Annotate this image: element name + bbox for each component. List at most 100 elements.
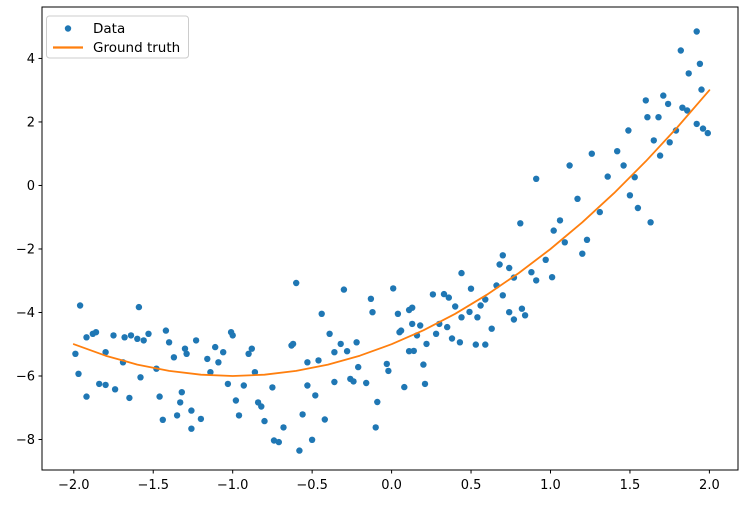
data-point (326, 330, 333, 337)
data-point (75, 370, 82, 377)
data-point (528, 269, 535, 276)
y-tick-label: 4 (27, 52, 35, 67)
data-point (626, 192, 634, 199)
data-point (137, 374, 144, 381)
y-tick-label: −8 (16, 433, 35, 448)
data-point (207, 369, 214, 376)
data-point (350, 378, 357, 385)
data-point (232, 397, 240, 404)
data-point (165, 339, 173, 346)
data-point (145, 330, 152, 337)
data-point (188, 425, 195, 432)
data-point (518, 305, 526, 312)
x-tick-label: 0.5 (461, 478, 482, 493)
data-point (181, 345, 189, 352)
data-point (220, 349, 227, 356)
data-point (477, 302, 484, 309)
data-point (506, 309, 513, 316)
data-point (496, 261, 503, 268)
data-point (383, 360, 390, 368)
data-point (642, 97, 649, 104)
data-point (275, 438, 282, 446)
data-point (318, 310, 325, 317)
data-point (432, 330, 440, 337)
data-point (650, 137, 657, 144)
data-point (343, 348, 351, 355)
data-point (405, 348, 413, 355)
data-point (620, 162, 627, 169)
data-point (684, 107, 691, 114)
data-point (574, 195, 581, 202)
data-point (83, 334, 90, 341)
data-point (177, 399, 184, 406)
data-point (429, 291, 437, 298)
data-point (556, 217, 564, 224)
data-point (625, 127, 632, 134)
data-point (299, 411, 306, 418)
data-point (102, 349, 109, 356)
legend-label-data: Data (93, 21, 125, 37)
data-point (588, 150, 595, 157)
data-point (679, 104, 686, 111)
data-point (417, 322, 424, 329)
data-point (510, 316, 518, 323)
data-point (677, 47, 684, 54)
data-point (385, 367, 392, 375)
data-point (583, 236, 591, 243)
plot-area (42, 7, 738, 470)
data-point (121, 334, 128, 341)
data-point (423, 340, 430, 348)
data-point (696, 60, 704, 67)
axis-tick-labels: −2.0 −1.5 −1.0 −0.5 0.0 0.5 1.0 1.5 2.0 4 2 0 −2 −4 −6… (16, 52, 720, 493)
data-point (312, 392, 319, 399)
y-tick-label: 2 (27, 115, 35, 130)
data-point (280, 424, 287, 431)
data-point (76, 302, 84, 309)
data-point (542, 256, 549, 263)
axis-ticks (38, 57, 710, 474)
data-point (372, 424, 379, 431)
y-tick-label: −4 (16, 306, 35, 321)
data-point (92, 329, 100, 336)
data-point (634, 204, 642, 212)
data-point (456, 339, 464, 346)
data-point (331, 378, 338, 386)
data-point (162, 327, 170, 334)
data-point (655, 114, 662, 121)
data-point (458, 314, 465, 321)
data-point (140, 337, 147, 344)
data-point (315, 357, 322, 364)
x-tick-label: −1.0 (217, 478, 249, 493)
data-point (579, 250, 586, 257)
data-point (337, 340, 344, 348)
data-point (261, 417, 268, 425)
ground-truth-line (72, 89, 711, 377)
data-point (369, 309, 376, 316)
data-point (289, 340, 297, 348)
data-point (672, 127, 680, 134)
data-point (444, 323, 451, 331)
x-tick-label: 0.0 (381, 478, 402, 493)
data-point (269, 384, 276, 391)
data-point (367, 295, 375, 302)
data-point (488, 325, 495, 332)
data-point (533, 277, 540, 284)
data-point (445, 294, 452, 301)
data-point (452, 303, 459, 310)
data-point (448, 335, 456, 342)
data-point (699, 125, 707, 132)
data-point (474, 314, 481, 321)
data-point (548, 274, 556, 281)
data-point (660, 92, 667, 99)
data-point (178, 389, 185, 396)
data-point (240, 382, 247, 389)
data-point (363, 379, 370, 387)
data-point (440, 290, 448, 298)
data-point (304, 382, 311, 389)
x-tick-label: 1.0 (540, 478, 561, 493)
data-point (664, 100, 672, 108)
data-point (472, 341, 479, 348)
data-point (353, 339, 360, 346)
